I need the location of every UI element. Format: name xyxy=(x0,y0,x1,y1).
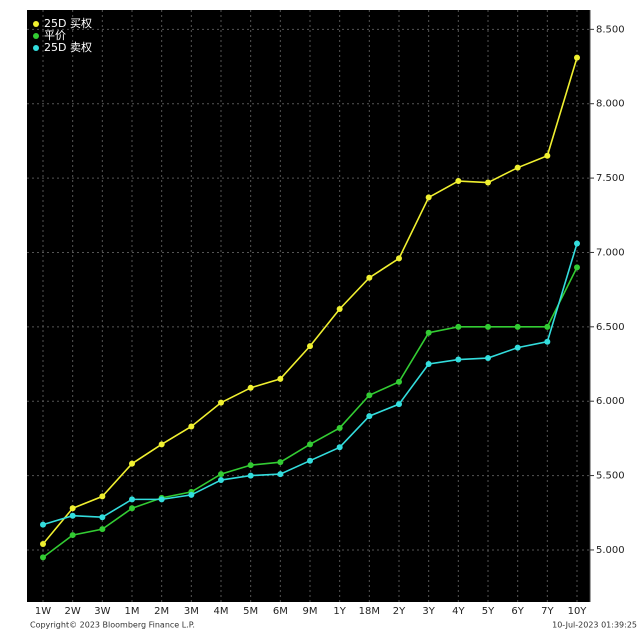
y-tick-label: 7.000 xyxy=(596,247,625,258)
x-tick-label: 3W xyxy=(94,606,110,617)
x-tick-label: 2Y xyxy=(393,606,406,617)
y-tick-label: 6.000 xyxy=(596,396,625,407)
x-tick-label: 2M xyxy=(154,606,169,617)
point xyxy=(188,491,195,498)
x-tick-label: 6Y xyxy=(511,606,524,617)
point xyxy=(396,378,402,385)
point xyxy=(455,356,462,363)
point xyxy=(158,441,165,448)
point xyxy=(99,526,106,533)
point xyxy=(396,255,402,262)
legend-marker xyxy=(33,45,39,51)
point xyxy=(40,554,46,561)
x-tick-label: 2W xyxy=(65,606,81,617)
point xyxy=(247,472,254,479)
y-tick-label: 6.500 xyxy=(596,322,625,333)
point xyxy=(544,323,551,330)
point xyxy=(188,423,195,430)
x-tick-label: 18M xyxy=(359,606,380,617)
point xyxy=(129,496,135,503)
point xyxy=(485,179,491,186)
y-tick-label: 7.500 xyxy=(596,173,625,184)
point xyxy=(158,496,165,503)
x-tick-label: 5M xyxy=(243,606,258,617)
x-tick-label: 10Y xyxy=(568,606,588,617)
legend-label: 25D 卖权 xyxy=(44,41,92,54)
x-tick-label: 4Y xyxy=(452,606,465,617)
point xyxy=(574,240,580,247)
legend-marker xyxy=(33,21,39,27)
point xyxy=(514,323,521,330)
point xyxy=(455,323,462,330)
plot-area xyxy=(27,10,590,602)
point xyxy=(336,305,343,312)
x-tick-label: 4M xyxy=(214,606,229,617)
point xyxy=(247,384,254,391)
point xyxy=(69,512,76,519)
footer-right: 10-Jul-2023 01:39:25 xyxy=(552,621,637,630)
point xyxy=(485,355,491,362)
point xyxy=(544,152,551,159)
point xyxy=(425,194,432,201)
point xyxy=(40,521,46,528)
point xyxy=(366,392,373,399)
y-tick-label: 8.000 xyxy=(596,99,625,110)
point xyxy=(129,505,135,512)
point xyxy=(218,477,224,484)
point xyxy=(277,459,284,466)
x-tick-label: 1W xyxy=(35,606,51,617)
x-tick-label: 5Y xyxy=(482,606,495,617)
point xyxy=(574,54,580,61)
point xyxy=(277,375,284,382)
y-tick-label: 5.000 xyxy=(596,545,625,556)
point xyxy=(544,338,551,345)
point xyxy=(277,471,284,478)
x-tick-label: 3Y xyxy=(422,606,435,617)
point xyxy=(218,399,224,406)
x-tick-label: 7Y xyxy=(541,606,554,617)
point xyxy=(366,413,373,420)
point xyxy=(307,441,313,448)
point xyxy=(366,274,373,281)
point xyxy=(336,424,343,431)
x-tick-label: 6M xyxy=(273,606,288,617)
point xyxy=(514,164,521,171)
point xyxy=(99,514,106,521)
point xyxy=(40,540,46,547)
point xyxy=(69,505,76,512)
legend-marker xyxy=(33,33,39,39)
y-tick-label: 8.500 xyxy=(596,24,625,35)
point xyxy=(129,460,135,467)
point xyxy=(99,493,106,500)
point xyxy=(307,457,313,464)
x-tick-label: 1Y xyxy=(333,606,346,617)
point xyxy=(69,532,76,539)
point xyxy=(336,444,343,451)
x-tick-label: 1M xyxy=(125,606,140,617)
x-tick-label: 3M xyxy=(184,606,199,617)
point xyxy=(425,361,432,368)
point xyxy=(218,471,224,478)
point xyxy=(396,401,402,408)
point xyxy=(455,178,462,185)
x-tick-label: 9M xyxy=(303,606,318,617)
legend-label: 平价 xyxy=(44,29,66,42)
point xyxy=(574,264,580,271)
y-tick-label: 5.500 xyxy=(596,471,625,482)
point xyxy=(514,344,521,351)
point xyxy=(307,343,313,350)
footer-left: Copyright© 2023 Bloomberg Finance L.P. xyxy=(30,621,195,630)
legend-label: 25D 买权 xyxy=(44,17,92,30)
point xyxy=(247,462,254,469)
point xyxy=(485,323,491,330)
point xyxy=(425,329,432,336)
